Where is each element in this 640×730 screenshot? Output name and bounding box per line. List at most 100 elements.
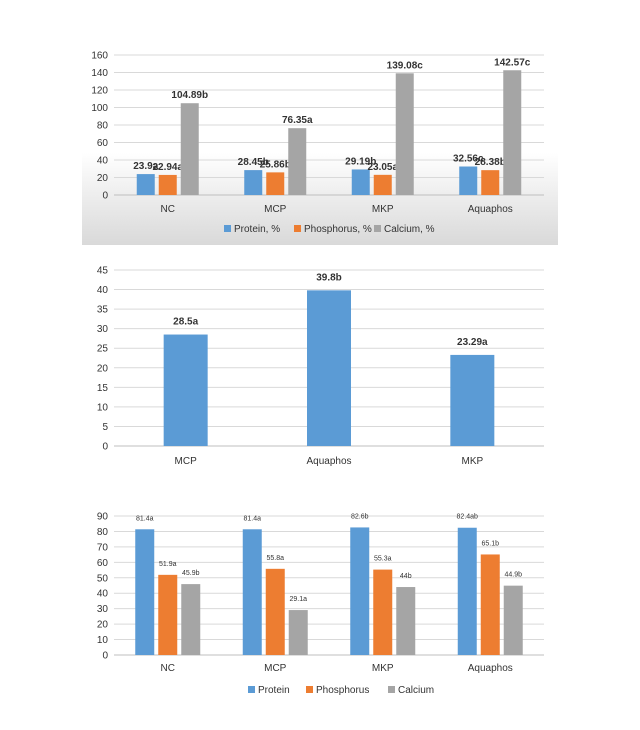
legend-label: Protein [258, 685, 290, 696]
data-label: 82.4ab [457, 514, 479, 521]
data-label: 55.3a [374, 556, 392, 563]
x-category-label: NC [161, 204, 175, 215]
data-label: 55.8a [266, 555, 284, 562]
y-tick-label: 80 [97, 527, 109, 538]
legend-label: Phosphorus [316, 685, 369, 696]
data-label: 23.05a [367, 162, 398, 173]
y-tick-label: 30 [97, 324, 109, 335]
y-tick-label: 5 [102, 422, 108, 433]
data-label: 29.19b [345, 156, 376, 167]
data-label: 81.4a [136, 515, 154, 522]
y-tick-label: 40 [97, 285, 109, 296]
legend-label: Protein, % [234, 224, 280, 235]
x-category-label: MCP [264, 663, 287, 674]
bar [481, 170, 500, 195]
bar [244, 170, 263, 195]
data-label: 22.94a [152, 162, 183, 173]
bar [135, 529, 155, 655]
bar [396, 587, 416, 655]
y-tick-label: 90 [97, 512, 109, 523]
bar [242, 529, 262, 655]
legend-swatch [294, 225, 301, 232]
bar [307, 290, 351, 446]
y-tick-label: 120 [91, 86, 108, 97]
data-label: 25.86b [260, 159, 291, 170]
y-tick-label: 60 [97, 558, 109, 569]
data-label: 139.08c [387, 60, 424, 71]
bar [373, 569, 393, 655]
data-label: 104.89b [171, 90, 208, 101]
bar [265, 568, 285, 655]
bar [351, 169, 370, 195]
bar [288, 128, 307, 195]
y-tick-label: 20 [97, 363, 109, 374]
y-tick-label: 0 [102, 651, 108, 662]
chart-panel-1: 0 20 40 60 80 100 120 140 160 NC 23.9a 22.94a 104.89… [82, 40, 558, 245]
legend-swatch [224, 225, 231, 232]
bar [450, 354, 495, 446]
bar [350, 527, 370, 655]
bar [158, 574, 178, 655]
legend-swatch [374, 225, 381, 232]
x-category-label: Aquaphos [306, 456, 351, 467]
y-tick-label: 40 [97, 156, 109, 167]
y-tick-label: 10 [97, 635, 109, 646]
y-tick-label: 45 [97, 266, 109, 277]
x-category-label: MKP [372, 204, 394, 215]
x-category-label: NC [161, 663, 175, 674]
bar [181, 584, 201, 655]
data-label: 45.9b [182, 570, 200, 577]
data-label: 44.9b [504, 572, 522, 579]
chart-panel-3: 0 10 20 30 40 50 60 70 80 90 NC 81.4a 51.9a 45.9b MCP 8… [82, 503, 558, 710]
bar [136, 174, 155, 195]
y-tick-label: 140 [91, 68, 108, 79]
data-label: 51.9a [159, 561, 177, 568]
data-label: 28.5a [173, 317, 198, 328]
bar [158, 174, 177, 195]
bar [503, 70, 522, 195]
chart-2-svg: 0 5 10 15 20 25 30 35 40 45 MCP 28.5a Aquaphos 39.8b M… [97, 266, 544, 467]
y-tick-label: 70 [97, 542, 109, 553]
x-category-label: MKP [372, 663, 394, 674]
chart-3-svg: 0 10 20 30 40 50 60 70 80 90 NC 81.4a 51.9a 45.9b MCP 8… [97, 512, 544, 696]
y-tick-label: 35 [97, 305, 109, 316]
bar [457, 527, 477, 655]
bar [373, 174, 392, 195]
data-label: 142.57c [494, 57, 531, 68]
data-label: 65.1b [481, 540, 499, 547]
chart-panel-2: 0 5 10 15 20 25 30 35 40 45 MCP 28.5a Aquaphos 39.8b M… [82, 258, 558, 473]
y-tick-label: 15 [97, 383, 109, 394]
legend-swatch [388, 686, 395, 693]
bar [163, 334, 208, 446]
y-tick-label: 100 [91, 103, 108, 114]
data-label: 28.45b [238, 157, 269, 168]
x-category-label: MCP [175, 456, 198, 467]
y-tick-label: 10 [97, 402, 109, 413]
bar [480, 554, 500, 655]
y-tick-label: 0 [102, 191, 108, 202]
y-tick-label: 20 [97, 620, 109, 631]
legend-swatch [306, 686, 313, 693]
legend-swatch [248, 686, 255, 693]
legend-label: Calcium [398, 685, 434, 696]
data-label: 39.8b [316, 272, 342, 283]
y-tick-label: 50 [97, 573, 109, 584]
bar [180, 103, 199, 195]
bar [459, 166, 478, 195]
data-label: 23.29a [457, 337, 488, 348]
data-label: 76.35a [282, 115, 313, 126]
legend-label: Phosphorus, % [304, 224, 372, 235]
data-label: 32.56c [453, 154, 484, 165]
x-category-label: Aquaphos [468, 663, 513, 674]
x-category-label: MKP [461, 456, 483, 467]
legend-label: Calcium, % [384, 224, 435, 235]
data-label: 44b [400, 573, 412, 580]
y-tick-label: 60 [97, 138, 109, 149]
bar [503, 585, 523, 655]
data-label: 81.4a [243, 515, 261, 522]
y-tick-label: 0 [102, 442, 108, 453]
x-category-label: MCP [264, 204, 287, 215]
data-label: 82.6b [351, 513, 369, 520]
data-label: 28.38b [475, 157, 506, 168]
